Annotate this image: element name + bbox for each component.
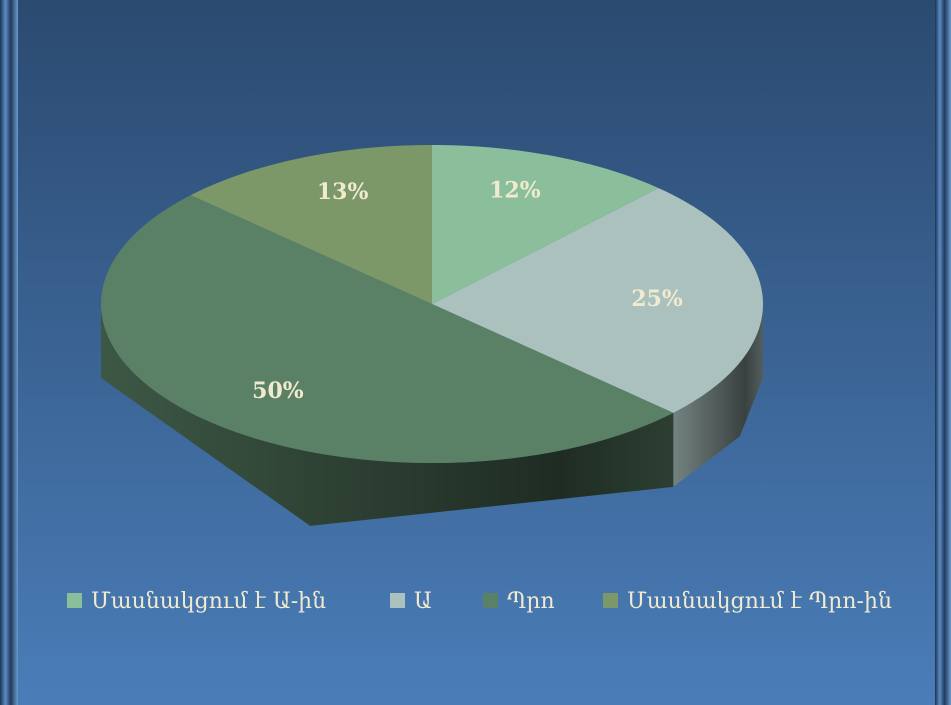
legend-swatch [390,593,405,608]
frame-left [0,0,18,705]
legend-label: Մասնակցում է Պրո-ին [627,589,892,614]
data-label: 25% [631,286,683,312]
slice [190,145,432,304]
legend-label: Ա [414,589,432,614]
slice [432,145,659,304]
legend-label: Մասնակցում է Ա-ին [91,589,326,614]
slice-side-shade [673,304,763,487]
legend-swatch [483,593,498,608]
legend-swatch [67,593,82,608]
data-label: 12% [489,178,541,204]
slice [432,188,763,413]
slice [101,195,674,463]
frame-right [935,0,951,705]
legend-label: Պրո [507,589,555,614]
data-label: 13% [317,179,369,205]
data-label: 50% [252,378,304,404]
slice-side-shade [101,304,674,526]
legend-swatch [603,593,618,608]
